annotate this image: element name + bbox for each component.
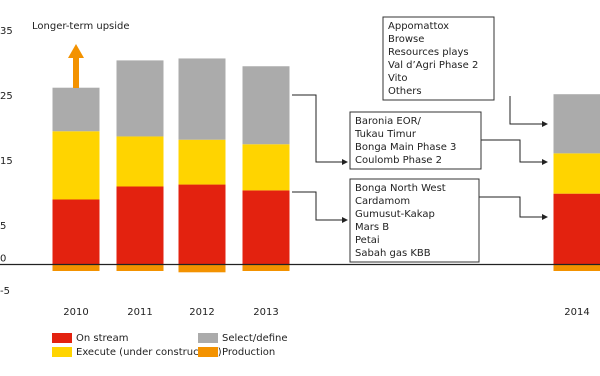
legend-label: Production — [222, 347, 275, 358]
bar-segment — [52, 131, 100, 200]
x-tick-label: 2012 — [189, 307, 214, 318]
bar-segment — [553, 264, 600, 271]
x-tick-label: 2014 — [564, 307, 589, 318]
legend-label: Select/define — [222, 333, 288, 344]
upside-arrow — [68, 44, 84, 88]
legend-swatch — [198, 347, 218, 357]
legend-swatch — [52, 333, 72, 343]
annotation-line: Petai — [355, 235, 380, 246]
annotation-line: Bonga North West — [355, 183, 446, 194]
bar-segment — [242, 144, 290, 191]
bar-segment — [116, 264, 164, 271]
bar-segment — [116, 186, 164, 265]
legend-label: Execute (under construction) — [76, 347, 222, 358]
bar-segment — [553, 153, 600, 194]
bar-segment — [52, 87, 100, 132]
x-tick-label: 2010 — [63, 307, 88, 318]
legend-swatch — [52, 347, 72, 357]
annotation-box — [349, 111, 482, 170]
upside-label: Longer-term upside — [32, 21, 130, 32]
legend-swatch — [198, 333, 218, 343]
legend-label: On stream — [76, 333, 128, 344]
bar-segment — [242, 264, 290, 271]
bar-segment — [178, 58, 226, 140]
annotation-line: Bonga Main Phase 3 — [355, 142, 456, 153]
y-tick-label: 35 — [0, 26, 13, 37]
x-tick-label: 2011 — [127, 307, 152, 318]
annotation-line: Others — [388, 86, 422, 97]
bar-segment — [178, 184, 226, 265]
annotation-line: Sabah gas KBB — [355, 248, 431, 259]
annotation-line: Coulomb Phase 2 — [355, 155, 442, 166]
y-tick-label: 5 — [0, 221, 6, 232]
annotation-line: Appomattox — [388, 21, 449, 32]
bar-segment — [242, 66, 290, 145]
annotation-box — [382, 16, 495, 101]
annotation-line: Vito — [388, 73, 407, 84]
bar-segment — [553, 94, 600, 154]
bar-segment — [116, 136, 164, 187]
bar-segment — [242, 190, 290, 265]
x-tick-label: 2013 — [253, 307, 278, 318]
annotation-line: Gumusut-Kakap — [355, 209, 435, 220]
annotation-line: Resources plays — [388, 47, 469, 58]
annotation-line: Tukau Timur — [354, 129, 417, 140]
annotation-line: Cardamom — [355, 196, 410, 207]
annotation-line: Mars B — [355, 222, 389, 233]
annotation-line: Baronia EOR/ — [355, 116, 422, 127]
y-tick-label: 0 — [0, 254, 6, 265]
annotation-line: Val d’Agri Phase 2 — [388, 60, 478, 71]
y-tick-label: 15 — [0, 156, 13, 167]
bar-segment — [116, 60, 164, 137]
y-tick-label: 25 — [0, 91, 13, 102]
annotation-line: Browse — [388, 34, 424, 45]
bar-segment — [178, 139, 226, 185]
annotation-box — [349, 178, 480, 263]
bar-segment — [52, 199, 100, 265]
y-tick-label: -5 — [0, 286, 10, 297]
bar-segment — [553, 193, 600, 265]
connectors — [292, 94, 548, 223]
bar-segment — [178, 264, 226, 273]
bar-segment — [52, 264, 100, 271]
